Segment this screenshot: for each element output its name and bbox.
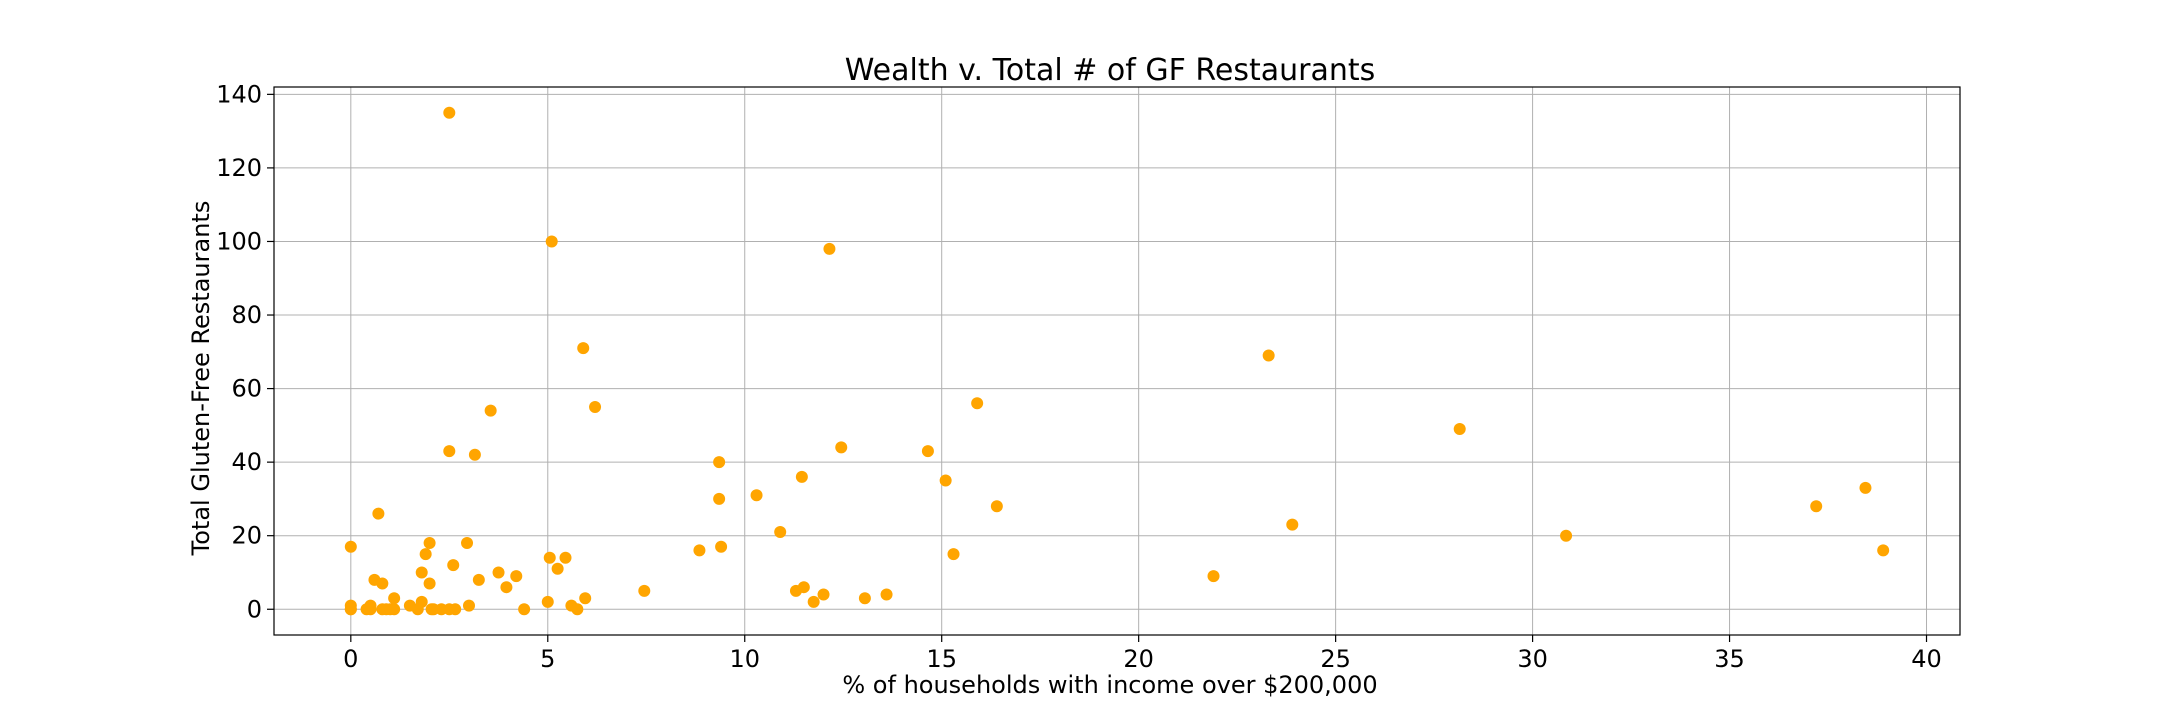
grid-lines: [274, 87, 1960, 635]
data-point: [423, 537, 436, 550]
y-tick-label: 0: [247, 595, 262, 623]
axis-ticks: 0 5 10 15 20 25 30 35 40 0 20 40 60 80 100 120 140: [216, 80, 1942, 673]
data-point: [774, 526, 787, 539]
data-point: [492, 566, 505, 579]
data-point: [1859, 481, 1872, 494]
data-point: [364, 603, 377, 616]
data-point: [484, 404, 497, 417]
x-tick-label: 30: [1517, 645, 1548, 673]
data-point: [472, 573, 485, 586]
data-point: [589, 400, 602, 413]
data-point: [571, 603, 584, 616]
data-point: [880, 588, 893, 601]
data-point: [462, 599, 475, 612]
data-point: [518, 603, 531, 616]
data-point: [713, 492, 726, 505]
y-tick-label: 100: [216, 227, 262, 255]
data-point: [443, 445, 456, 458]
data-point: [388, 592, 401, 605]
data-point: [947, 548, 960, 561]
data-point: [415, 566, 428, 579]
y-tick-label: 20: [231, 522, 262, 550]
data-point: [1207, 570, 1220, 583]
data-point: [423, 577, 436, 590]
y-tick-label: 80: [231, 301, 262, 329]
y-tick-label: 40: [231, 448, 262, 476]
x-axis-label: % of households with income over $200,00…: [842, 671, 1377, 699]
data-point: [577, 342, 590, 355]
data-point: [1262, 349, 1275, 362]
y-tick-label: 120: [216, 154, 262, 182]
data-point: [510, 570, 523, 583]
data-point: [1286, 518, 1299, 531]
x-tick-label: 15: [926, 645, 957, 673]
data-point: [1810, 500, 1823, 513]
data-point: [750, 489, 763, 502]
data-point: [468, 448, 481, 461]
x-tick-label: 0: [343, 645, 358, 673]
data-point: [823, 242, 836, 255]
chart-title: Wealth v. Total # of GF Restaurants: [845, 53, 1376, 88]
data-point: [579, 592, 592, 605]
data-point: [693, 544, 706, 557]
data-point: [344, 603, 357, 616]
x-tick-label: 25: [1320, 645, 1351, 673]
data-point: [449, 603, 462, 616]
data-point: [817, 588, 830, 601]
data-point: [990, 500, 1003, 513]
data-point: [713, 456, 726, 469]
x-tick-label: 10: [729, 645, 760, 673]
data-point: [971, 397, 984, 410]
data-point: [1453, 423, 1466, 436]
data-point: [543, 551, 556, 564]
data-point: [939, 474, 952, 487]
data-point: [1877, 544, 1890, 557]
x-tick-label: 5: [540, 645, 555, 673]
data-point: [551, 562, 564, 575]
data-points: [344, 106, 1890, 616]
y-tick-label: 60: [231, 375, 262, 403]
data-point: [715, 540, 728, 553]
data-point: [376, 577, 389, 590]
data-point: [372, 507, 385, 520]
x-tick-label: 20: [1123, 645, 1154, 673]
data-point: [415, 595, 428, 608]
data-point: [1560, 529, 1573, 542]
data-point: [447, 559, 460, 572]
data-point: [500, 581, 513, 594]
plot-frame: [273, 86, 1961, 636]
data-point: [541, 595, 554, 608]
data-point: [461, 537, 474, 550]
data-point: [344, 540, 357, 553]
y-tick-label: 140: [216, 80, 262, 108]
data-point: [559, 551, 572, 564]
y-axis-label: Total Gluten-Free Restaurants: [187, 201, 215, 557]
data-point: [858, 592, 871, 605]
data-point: [807, 595, 820, 608]
data-point: [638, 584, 651, 597]
data-point: [388, 603, 401, 616]
data-point: [921, 445, 934, 458]
data-point: [795, 470, 808, 483]
data-point: [835, 441, 848, 454]
data-point: [443, 106, 456, 119]
x-tick-label: 40: [1911, 645, 1942, 673]
data-point: [419, 548, 432, 561]
x-tick-label: 35: [1714, 645, 1745, 673]
data-point: [797, 581, 810, 594]
data-point: [545, 235, 558, 248]
